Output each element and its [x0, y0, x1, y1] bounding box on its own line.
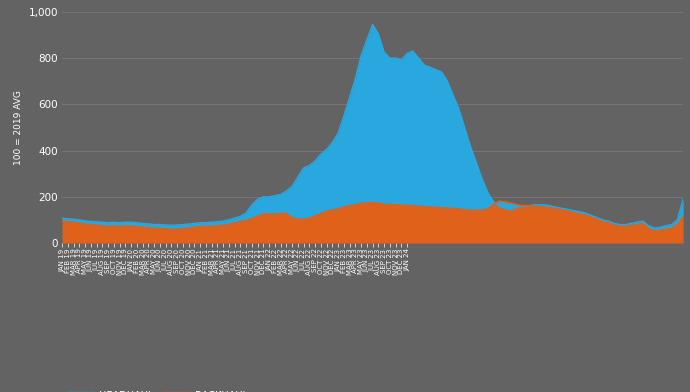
Legend: HEADHAUL, BACKHAUL: HEADHAUL, BACKHAUL	[67, 391, 248, 392]
Y-axis label: 100 = 2019 AVG: 100 = 2019 AVG	[14, 90, 23, 165]
